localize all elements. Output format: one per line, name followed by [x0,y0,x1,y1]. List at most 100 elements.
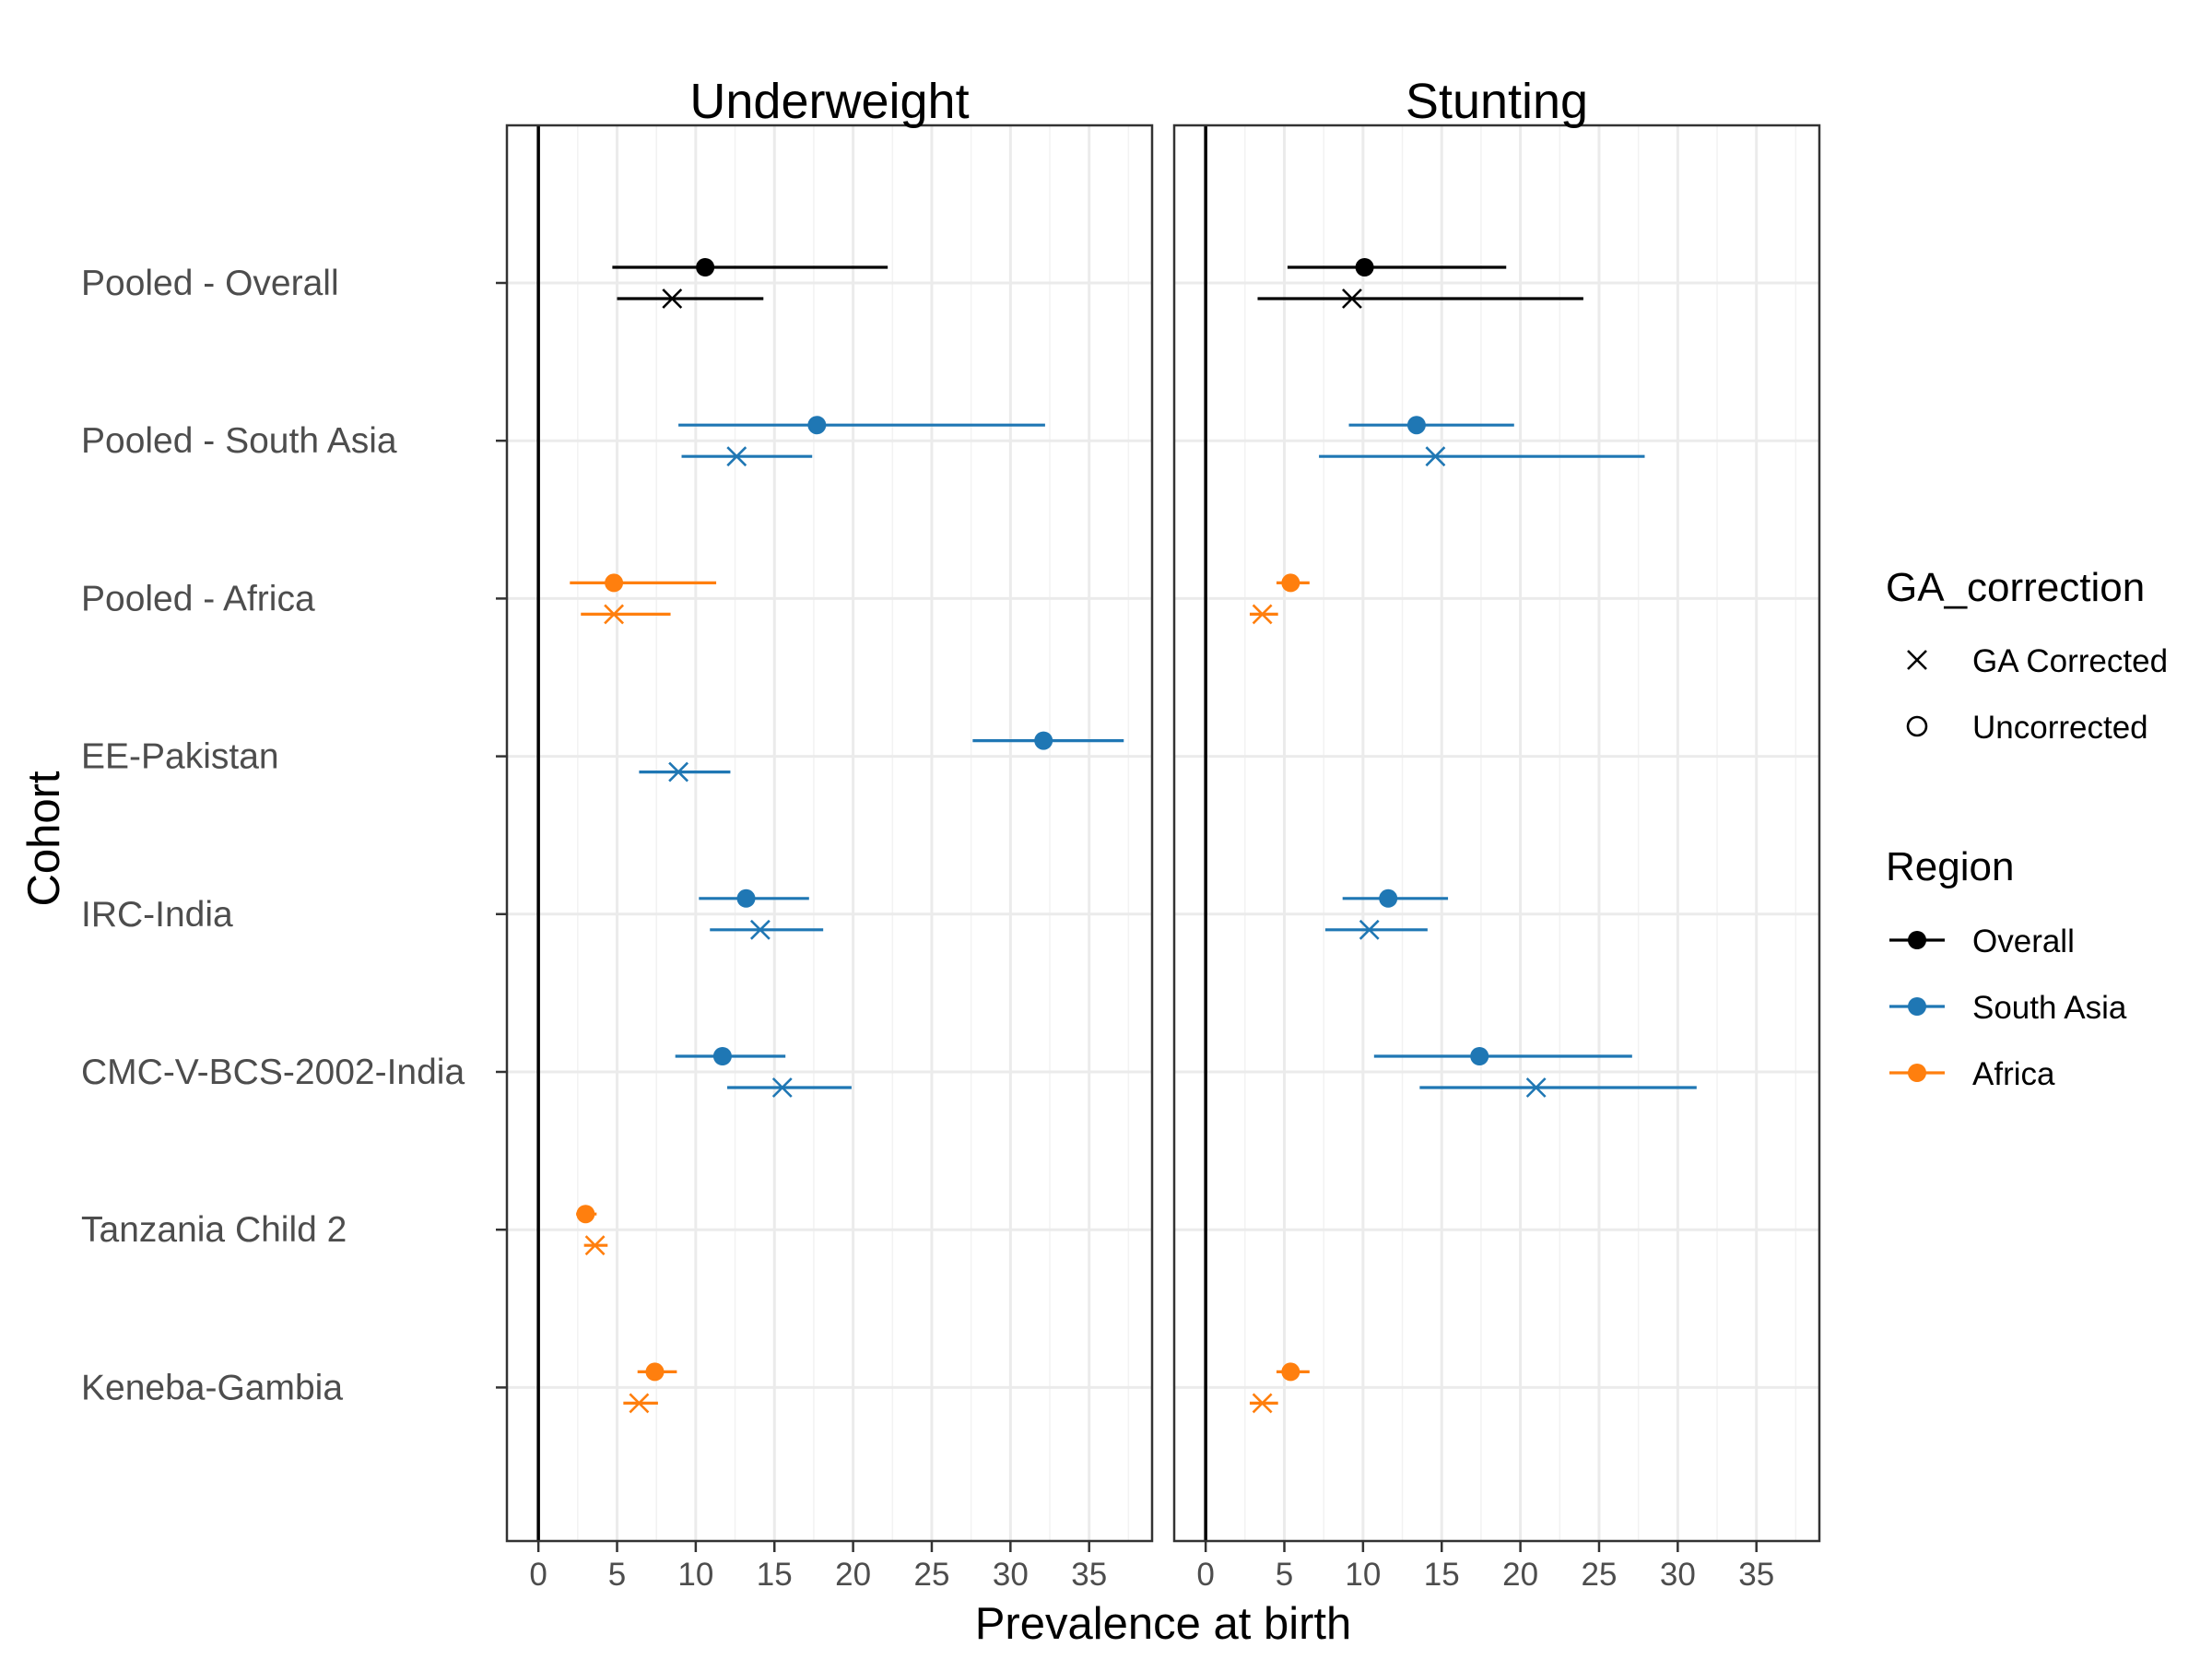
x-tick-label: 35 [1071,1557,1107,1593]
legend-label: Overall [1972,924,2075,959]
point-circle [712,1047,732,1065]
cohort-label: Keneba-Gambia [81,1368,343,1407]
facet-title: Underweight [689,74,969,129]
estimate-cmc-v-bcs-2002-india-ga-corrected [1419,1077,1697,1098]
cohort-label: Tanzania Child 2 [81,1210,347,1250]
estimate-irc-india-uncorrected [1342,888,1449,908]
legend-title-color: Region [1886,844,2014,889]
point-circle [1281,1362,1300,1382]
cohort-label: IRC-India [81,895,233,935]
point-cross [662,288,683,309]
point-cross [604,604,625,625]
estimate-pooled-africa-uncorrected [570,573,717,593]
estimate-cmc-v-bcs-2002-india-ga-corrected [727,1077,852,1098]
point-circle [576,1205,595,1224]
legend: GA_correction GA Corrected Uncorrected Regi… [1886,565,2168,1092]
x-tick-label: 10 [677,1557,713,1593]
estimate-pooled-africa-uncorrected [1276,573,1310,593]
point-circle [1281,573,1300,593]
point-circle [1379,888,1398,908]
estimate-pooled-overall-uncorrected [612,258,888,276]
point-circle [1355,258,1374,276]
point-cross [1252,1393,1273,1414]
estimate-ee-pakistan-ga-corrected [639,761,731,782]
estimate-irc-india-ga-corrected [710,919,824,940]
estimate-tanzania-child-2-uncorrected [576,1205,597,1224]
point-cross [668,761,689,782]
point-cross [584,1235,606,1256]
estimate-pooled-africa-ga-corrected [1249,604,1278,625]
estimate-pooled-south-asia-uncorrected [1348,416,1514,435]
estimate-pooled-overall-ga-corrected [1257,288,1583,309]
cohort-label: EE-Pakistan [81,737,279,777]
legend-key-dot [1908,1064,1926,1082]
x-tick-label: 30 [1660,1557,1696,1593]
facet-title: Stunting [1406,74,1588,129]
cohort-label: CMC-V-BCS-2002-India [81,1053,465,1092]
point-cross [749,919,771,940]
estimate-keneba-gambia-uncorrected [1276,1362,1310,1382]
cohort-label: Pooled - Africa [81,579,315,618]
x-tick-label: 30 [993,1557,1029,1593]
x-tick-label: 20 [1502,1557,1538,1593]
point-circle [696,258,715,276]
panel-border [505,124,1154,1543]
point-circle [1034,731,1053,750]
panel-background [507,125,1152,1541]
x-tick-label: 5 [1276,1557,1293,1593]
estimate-cmc-v-bcs-2002-india-uncorrected [675,1047,786,1065]
estimate-pooled-south-asia-uncorrected [678,416,1045,435]
point-cross [1425,446,1446,467]
point-cross [771,1077,793,1098]
estimate-pooled-south-asia-ga-corrected [1319,446,1645,467]
point-cross [1342,288,1362,309]
x-tick-label: 35 [1738,1557,1774,1593]
legend-key-cross [1907,650,1927,670]
estimate-pooled-africa-ga-corrected [581,604,671,625]
x-tick-label: 15 [757,1557,793,1593]
legend-label: South Asia [1972,990,2127,1026]
point-cross [629,1393,650,1414]
facet-panels: Underweight 0 5 10 15 20 25 30 35 Stunting 0 5 10 15 2… [505,74,1821,1593]
x-tick-label: 0 [529,1557,547,1593]
point-cross [1359,919,1380,940]
point-circle [1470,1047,1489,1065]
cohort-label: Pooled - Overall [81,264,339,303]
estimate-cmc-v-bcs-2002-india-uncorrected [1373,1047,1632,1065]
legend-key-dot [1908,997,1926,1016]
x-tick-label: 5 [608,1557,626,1593]
panel-background [1174,125,1819,1541]
x-tick-label: 10 [1345,1557,1381,1593]
estimate-irc-india-uncorrected [699,888,809,908]
panel-border [1172,124,1821,1543]
x-tick-label: 15 [1424,1557,1460,1593]
cohort-axis: Pooled - Overall Pooled - South Asia Poole… [81,264,507,1407]
estimate-irc-india-ga-corrected [1324,919,1428,940]
estimate-ee-pakistan-uncorrected [972,731,1124,750]
estimate-pooled-south-asia-ga-corrected [681,446,813,467]
legend-label: GA Corrected [1972,643,2168,679]
legend-label: Uncorrected [1972,710,2148,746]
x-tick-label: 25 [1582,1557,1618,1593]
legend-label: Africa [1972,1056,2055,1092]
y-axis-title: Cohort [19,771,69,906]
estimate-pooled-overall-uncorrected [1287,258,1507,276]
point-circle [807,416,827,435]
point-circle [645,1362,665,1382]
point-cross [1525,1077,1547,1098]
point-cross [1252,604,1273,625]
facet-panel-underweight: Underweight 0 5 10 15 20 25 30 35 [505,74,1154,1593]
cohort-label: Pooled - South Asia [81,421,397,461]
x-tick-label: 25 [914,1557,950,1593]
x-axis-title: Prevalence at birth [975,1599,1352,1649]
x-tick-label: 0 [1196,1557,1214,1593]
legend-key-circle [1906,715,1928,737]
x-tick-label: 20 [835,1557,871,1593]
point-cross [726,446,747,467]
legend-title-shape: GA_correction [1886,565,2145,610]
point-circle [736,888,756,908]
estimate-keneba-gambia-ga-corrected [623,1393,658,1414]
estimate-keneba-gambia-uncorrected [637,1362,677,1382]
estimate-keneba-gambia-ga-corrected [1249,1393,1278,1414]
